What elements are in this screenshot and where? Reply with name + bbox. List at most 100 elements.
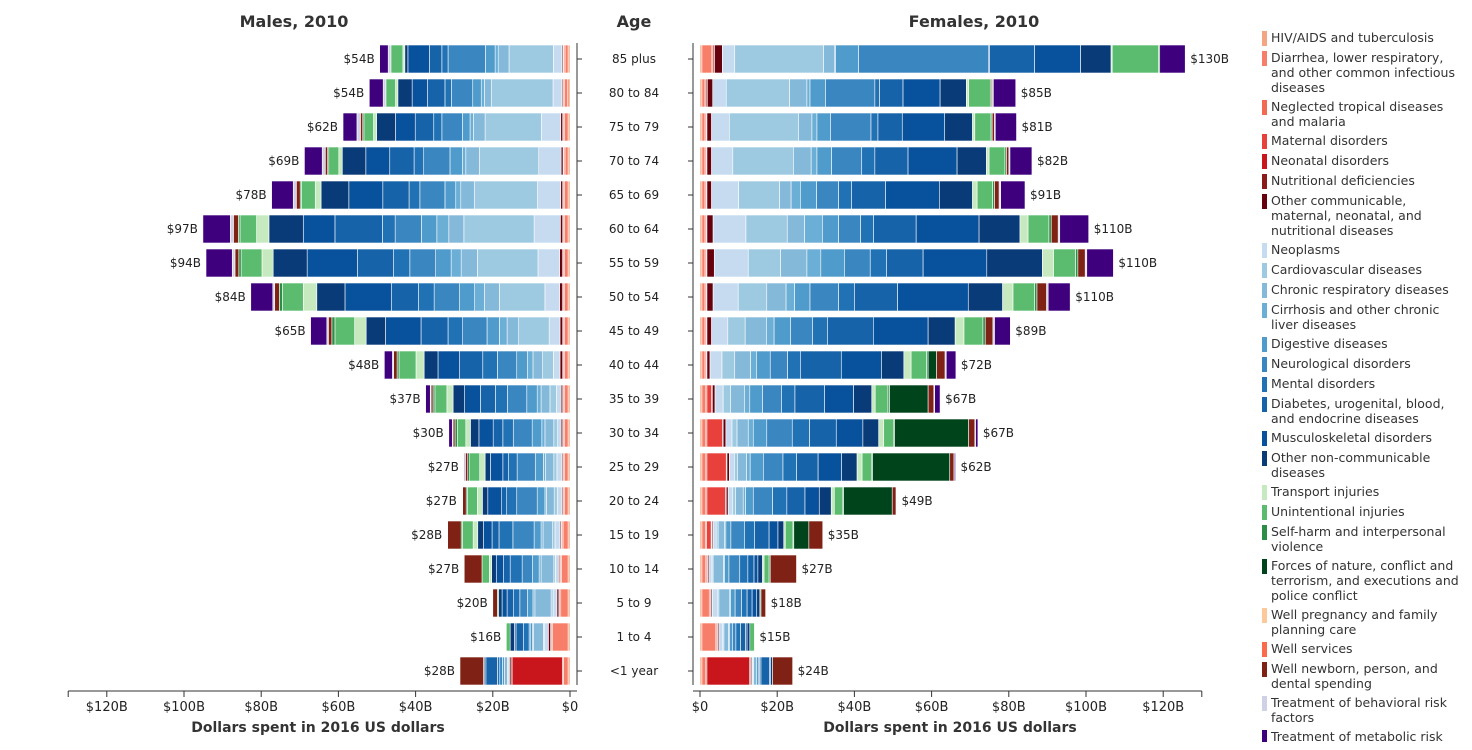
male-bar-55-to-59-neurological-disorders	[409, 248, 436, 278]
legend-label: Mental disorders	[1271, 376, 1376, 391]
legend-item-diabetes-urogenital-blood-and-endocrine-diseases[interactable]: Diabetes, urogenital, blood, and endocri…	[1262, 396, 1468, 426]
legend-item-well-services[interactable]: Well services	[1262, 641, 1468, 657]
female-bar-55-to-59-well-newborn-person-and-dental-spending	[1077, 248, 1086, 278]
female-bar-75-to-79-cirrhosis-and-other-chronic-liver-diseases	[811, 112, 818, 142]
legend-item-unintentional-injuries[interactable]: Unintentional injuries	[1262, 504, 1468, 520]
legend-item-mental-disorders[interactable]: Mental disorders	[1262, 376, 1468, 392]
legend-item-other-communicable-maternal-neonatal-and-nutritional-diseases[interactable]: Other communicable, maternal, neonatal, …	[1262, 193, 1468, 238]
female-bar-35-to-39-diabetes-urogenital-blood-and-endocrine-diseases	[794, 384, 825, 414]
male-bar-65-to-69-neoplasms	[537, 180, 562, 210]
male-bar-60-to-64-cardiovascular-diseases	[463, 214, 535, 244]
female-bar-10-to-14-neurological-disorders	[728, 554, 741, 584]
male-bar-60-to-64-transport-injuries	[256, 214, 270, 244]
legend-swatch	[1262, 451, 1267, 466]
male-bar-55-to-59-cardiovascular-diseases	[477, 248, 539, 278]
legend-item-self-harm-and-interpersonal-violence[interactable]: Self-harm and interpersonal violence	[1262, 524, 1468, 554]
female-bar-50-to-54-other-communicable-maternal-neonatal-and-nutritional-diseases	[706, 282, 714, 312]
male-bar-5-to-9-musculoskeletal-disorders	[501, 588, 508, 618]
male-bar-1-year-chronic-respiratory-diseases	[504, 656, 508, 686]
male-bar-30-to-34-treatment-of-metabolic-risk-factors	[448, 418, 453, 448]
male-bar-60-to-64-diabetes-urogenital-blood-and-endocrine-diseases	[334, 214, 383, 244]
legend-item-nutritional-deficiencies[interactable]: Nutritional deficiencies	[1262, 173, 1468, 189]
male-bar-35-to-39-musculoskeletal-disorders	[464, 384, 481, 414]
male-bar-30-to-34-unintentional-injuries	[456, 418, 467, 448]
female-bar-65-to-69-cirrhosis-and-other-chronic-liver-diseases	[790, 180, 801, 210]
female-bar-15-to-19-forces-of-nature-conflict-and-terrorism-and-executions-and-police-conflict	[793, 520, 810, 550]
female-bar-55-to-59-other-non-communicable-diseases	[986, 248, 1043, 278]
male-bar-10-to-14-diarrhea-lower-respiratory-and-other-common-infectious-diseases	[561, 554, 569, 584]
female-bar-40-to-44-well-newborn-person-and-dental-spending	[936, 350, 946, 380]
female-bar-1-to-4-mental-disorders	[735, 622, 741, 652]
male-bar-50-to-54-neurological-disorders	[433, 282, 460, 312]
legend-item-well-pregnancy-and-family-planning-care[interactable]: Well pregnancy and family planning care	[1262, 607, 1468, 637]
male-bar-60-to-64-treatment-of-metabolic-risk-factors	[202, 214, 231, 244]
male-bar-45-to-49-self-harm-and-interpersonal-violence	[331, 316, 336, 346]
legend-item-treatment-of-behavioral-risk-factors[interactable]: Treatment of behavioral risk factors	[1262, 695, 1468, 725]
female-bar-70-to-74-chronic-respiratory-diseases	[793, 146, 812, 176]
female-bar-55-to-59-transport-injuries	[1042, 248, 1054, 278]
female-bar-60-to-64-mental-disorders	[860, 214, 875, 244]
legend-item-well-newborn-person-and-dental-spending[interactable]: Well newborn, person, and dental spendin…	[1262, 661, 1468, 691]
male-bar-45-to-49-other-non-communicable-diseases	[365, 316, 386, 346]
male-total-label: $48B	[348, 358, 379, 372]
legend-item-maternal-disorders[interactable]: Maternal disorders	[1262, 133, 1468, 149]
female-bar-60-to-64-other-non-communicable-diseases	[978, 214, 1021, 244]
male-x-tick-label: $0	[562, 700, 579, 715]
female-bar-45-to-49-treatment-of-metabolic-risk-factors	[994, 316, 1011, 346]
male-bar-75-to-79-digestive-diseases	[462, 112, 471, 142]
female-bar-35-to-39-cardiovascular-diseases	[722, 384, 731, 414]
age-label: 75 to 79	[609, 120, 659, 134]
legend-item-neurological-disorders[interactable]: Neurological disorders	[1262, 356, 1468, 372]
male-bar-65-to-69-digestive-diseases	[444, 180, 457, 210]
legend-item-digestive-diseases[interactable]: Digestive diseases	[1262, 336, 1468, 352]
age-label: 10 to 14	[609, 562, 659, 576]
legend-item-neoplasms[interactable]: Neoplasms	[1262, 242, 1468, 258]
legend-item-musculoskeletal-disorders[interactable]: Musculoskeletal disorders	[1262, 430, 1468, 446]
legend-label: Cardiovascular diseases	[1271, 262, 1422, 277]
male-bar-5-to-9-mental-disorders	[513, 588, 521, 618]
legend-item-cardiovascular-diseases[interactable]: Cardiovascular diseases	[1262, 262, 1468, 278]
female-bar-75-to-79-diabetes-urogenital-blood-and-endocrine-diseases	[877, 112, 903, 142]
female-bar-5-to-9-neurological-disorders	[734, 588, 742, 618]
legend-item-other-non-communicable-diseases[interactable]: Other non-communicable diseases	[1262, 450, 1468, 480]
male-bar-30-to-34-self-harm-and-interpersonal-violence	[454, 418, 458, 448]
female-bar-15-to-19-unintentional-injuries	[785, 520, 794, 550]
legend-swatch	[1262, 31, 1267, 46]
female-bar-75-to-79-other-communicable-maternal-neonatal-and-nutritional-diseases	[706, 112, 712, 142]
female-bar-25-to-29-diabetes-urogenital-blood-and-endocrine-diseases	[796, 452, 819, 482]
female-bar-80-to-84-neurological-disorders	[825, 78, 876, 108]
male-bar-45-to-49-neurological-disorders	[462, 316, 488, 346]
male-bar-5-to-9-chronic-respiratory-diseases	[534, 588, 552, 618]
male-bar-20-to-24-mental-disorders	[506, 486, 518, 516]
female-bar-70-to-74-musculoskeletal-disorders	[907, 146, 958, 176]
legend-item-hiv-aids-and-tuberculosis[interactable]: HIV/AIDS and tuberculosis	[1262, 30, 1468, 46]
female-bar-55-to-59-cardiovascular-diseases	[747, 248, 781, 278]
legend-item-neonatal-disorders[interactable]: Neonatal disorders	[1262, 153, 1468, 169]
legend-item-treatment-of-metabolic-risk-factors[interactable]: Treatment of metabolic risk factors	[1262, 729, 1468, 742]
male-bar-40-to-44-treatment-of-metabolic-risk-factors	[384, 350, 393, 380]
male-x-tick-label: $60B	[322, 700, 356, 715]
female-bar-30-to-34-unintentional-injuries	[883, 418, 894, 448]
male-total-label: $54B	[344, 52, 375, 66]
legend-item-chronic-respiratory-diseases[interactable]: Chronic respiratory diseases	[1262, 282, 1468, 298]
males-title: Males, 2010	[240, 12, 349, 31]
male-bar-50-to-54-treatment-of-metabolic-risk-factors	[250, 282, 274, 312]
legend-item-neglected-tropical-diseases-and-malaria[interactable]: Neglected tropical diseases and malaria	[1262, 99, 1468, 129]
legend-item-forces-of-nature-conflict-and-terrorism-and-executions-and-police-conflict[interactable]: Forces of nature, conflict and terrorism…	[1262, 558, 1468, 603]
female-bar-10-to-14-neoplasms	[708, 554, 713, 584]
female-bar-45-to-49-other-communicable-maternal-neonatal-and-nutritional-diseases	[706, 316, 712, 346]
female-bar-5-to-9-diarrhea-lower-respiratory-and-other-common-infectious-diseases	[701, 588, 710, 618]
legend-item-cirrhosis-and-other-chronic-liver-diseases[interactable]: Cirrhosis and other chronic liver diseas…	[1262, 302, 1468, 332]
female-bar-30-to-34-diabetes-urogenital-blood-and-endocrine-diseases	[809, 418, 837, 448]
male-bar-75-to-79-cardiovascular-diseases	[484, 112, 542, 142]
legend-item-transport-injuries[interactable]: Transport injuries	[1262, 484, 1468, 500]
female-bar-75-to-79-well-newborn-person-and-dental-spending	[991, 112, 995, 142]
female-bar-10-to-14-musculoskeletal-disorders	[753, 554, 759, 584]
male-bar-35-to-39-cirrhosis-and-other-chronic-liver-diseases	[536, 384, 542, 414]
male-total-label: $78B	[235, 188, 266, 202]
male-bar-45-to-49-cirrhosis-and-other-chronic-liver-diseases	[499, 316, 508, 346]
female-bar-75-to-79-mental-disorders	[870, 112, 879, 142]
female-x-tick-label: $20B	[760, 700, 794, 715]
legend-item-diarrhea-lower-respiratory-and-other-common-infectious-diseases[interactable]: Diarrhea, lower respiratory, and other c…	[1262, 50, 1468, 95]
male-bar-70-to-74-transport-injuries	[338, 146, 343, 176]
